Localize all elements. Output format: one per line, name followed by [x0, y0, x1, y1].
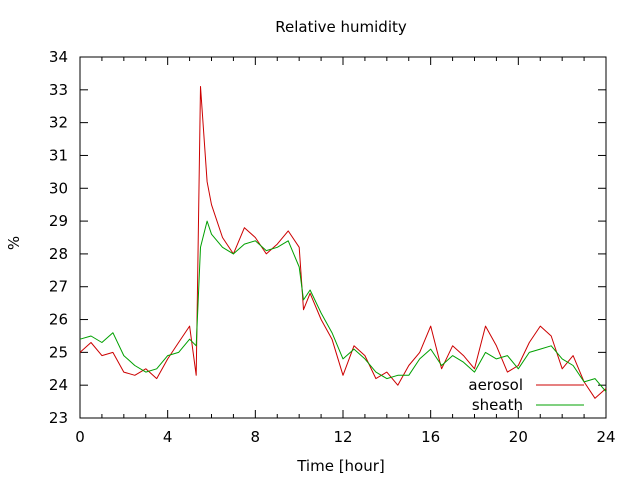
y-tick-label: 30 [49, 179, 68, 197]
series-line-sheath [79, 220, 607, 393]
x-tick-label: 16 [421, 428, 440, 446]
y-tick-label: 25 [49, 343, 68, 361]
legend: aerosol sheath [468, 376, 584, 414]
y-tick-label: 26 [49, 311, 68, 329]
y-tick-label: 27 [49, 278, 68, 296]
legend-label-sheath: sheath [472, 396, 523, 414]
y-tick-label: 33 [49, 81, 68, 99]
y-tick-label: 34 [49, 48, 68, 66]
chart-title: Relative humidity [275, 18, 407, 36]
y-tick-label: 32 [49, 114, 68, 132]
x-tick-label: 4 [163, 428, 173, 446]
y-tick-label: 29 [49, 212, 68, 230]
x-tick-label: 20 [509, 428, 528, 446]
x-tick-label: 0 [75, 428, 85, 446]
series-layer [79, 86, 607, 399]
y-axis-label: % [5, 236, 23, 250]
series-line-aerosol [79, 86, 607, 399]
y-tick-label: 31 [49, 146, 68, 164]
x-tick-label: 24 [596, 428, 615, 446]
y-tick-label: 24 [49, 376, 68, 394]
x-axis-label: Time [hour] [296, 457, 385, 475]
axes-layer: 23 24 25 26 27 28 29 30 31 32 33 34 0 4 8 12 16 20 24 [49, 48, 616, 446]
legend-label-aerosol: aerosol [468, 376, 523, 394]
y-tick-label: 28 [49, 245, 68, 263]
x-tick-label: 8 [251, 428, 261, 446]
y-tick-label: 23 [49, 409, 68, 427]
x-tick-label: 12 [333, 428, 352, 446]
